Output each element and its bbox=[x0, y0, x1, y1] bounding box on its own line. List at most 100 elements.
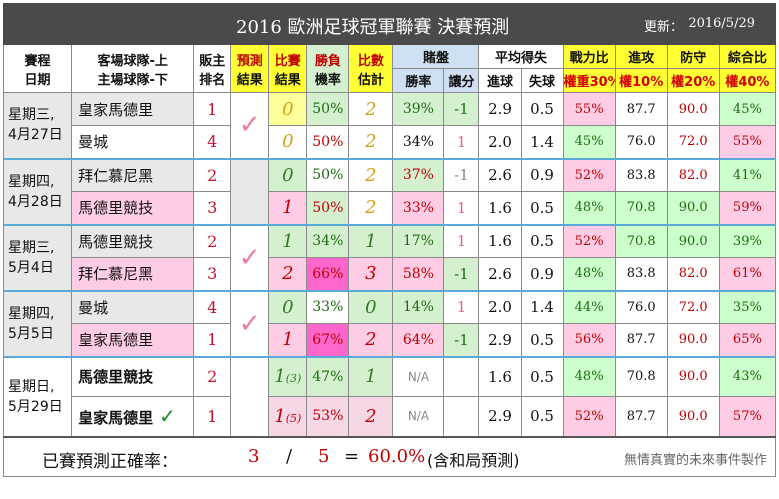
credit-text: 無情真實的未來事件製作 bbox=[623, 452, 767, 468]
score-value: 0 bbox=[282, 164, 294, 186]
attack-value: 83.8 bbox=[614, 257, 668, 291]
team-label: 皇家馬德里 bbox=[78, 331, 154, 350]
overall-ratio: 57% bbox=[718, 396, 777, 437]
score-estimate: 2 bbox=[348, 125, 394, 159]
score-value: 1 bbox=[274, 405, 286, 427]
bet-winrate: 34% bbox=[392, 125, 445, 159]
team-name: 馬德里競技 bbox=[71, 224, 195, 258]
defense-number: 90.0 bbox=[678, 332, 708, 348]
win-probability-value: 50% bbox=[312, 101, 344, 117]
avg-lost: 0.5 bbox=[520, 224, 564, 258]
overall-ratio-value: 43% bbox=[732, 369, 762, 385]
avg-lost: 0.5 bbox=[520, 323, 564, 357]
attack-value: 70.8 bbox=[614, 356, 668, 397]
match-score: 0 bbox=[268, 290, 308, 324]
avg-lost: 0.9 bbox=[520, 257, 564, 291]
score-estimate-value: 0 bbox=[365, 296, 377, 318]
bet-winrate-value: N/A bbox=[407, 369, 430, 384]
team-label: 曼城 bbox=[78, 298, 109, 317]
power-ratio-value: 55% bbox=[574, 101, 604, 117]
attack-value: 83.8 bbox=[614, 158, 668, 192]
power-ratio: 52% bbox=[562, 158, 616, 192]
accuracy-slash: / bbox=[286, 445, 293, 467]
defense-number: 90.0 bbox=[678, 369, 708, 385]
score-estimate-value: 2 bbox=[365, 197, 377, 219]
rank-value: 3 bbox=[193, 257, 232, 291]
table-row: 星期四, 4月28日 拜仁慕尼黑 2 0 50% 2 37% -1 2.6 0.9 52% 83.8 8… bbox=[2, 158, 777, 225]
defense-value: 90.0 bbox=[666, 92, 720, 126]
attack-value: 70.8 bbox=[614, 224, 668, 258]
score-estimate: 1 bbox=[348, 356, 394, 397]
header-betting: 賭盤 bbox=[392, 44, 480, 69]
defense-value: 90.0 bbox=[666, 396, 720, 437]
handicap-value: -1 bbox=[454, 100, 469, 118]
power-ratio: 45% bbox=[562, 125, 616, 159]
handicap: -1 bbox=[443, 323, 480, 357]
avg-goal: 2.6 bbox=[478, 158, 522, 192]
power-ratio-value: 45% bbox=[574, 134, 604, 150]
accuracy-equals: = bbox=[344, 445, 360, 467]
handicap bbox=[443, 356, 480, 397]
overall-ratio: 41% bbox=[718, 158, 777, 192]
power-ratio-value: 44% bbox=[574, 299, 604, 315]
bet-winrate-value: 17% bbox=[402, 233, 434, 250]
power-ratio-value: 52% bbox=[574, 167, 604, 183]
penalty-score: (5) bbox=[285, 411, 302, 425]
score-value: 0 bbox=[282, 296, 294, 318]
overall-ratio-value: 65% bbox=[732, 332, 762, 348]
table-row: 皇家馬德里 1 1 67% 2 64% -1 2.9 0.5 56% 87.7 90.0 65% bbox=[3, 323, 777, 357]
attack-number: 87.7 bbox=[626, 332, 656, 348]
header-attack: 進攻 bbox=[614, 44, 668, 69]
overall-ratio: 43% bbox=[718, 356, 777, 397]
handicap: -1 bbox=[443, 92, 480, 126]
table-row: 拜仁慕尼黑 3 2 66% 3 58% -1 2.6 0.9 48% 83.8 82.0 61% bbox=[3, 257, 777, 291]
table-row: 星期三, 4月27日 皇家馬德里 1 ✓ 0 50% 2 39% -1 2.9 0.5 55% 87.7… bbox=[2, 92, 777, 159]
avg-goal: 1.6 bbox=[478, 191, 522, 225]
power-ratio: 48% bbox=[562, 356, 616, 397]
rank-value: 4 bbox=[193, 290, 232, 324]
header-schedule: 賽程 日期 bbox=[2, 44, 73, 93]
penalty-score: (3) bbox=[285, 372, 302, 386]
handicap-value: 1 bbox=[456, 132, 467, 151]
avg-lost: 0.5 bbox=[520, 92, 564, 126]
header-defense: 防守 bbox=[666, 44, 720, 69]
rank-value: 3 bbox=[193, 191, 232, 225]
header-rank: 販主 排名 bbox=[193, 44, 232, 93]
accuracy-label: 已賽預測正確率： bbox=[42, 451, 178, 472]
bet-winrate-value: 33% bbox=[402, 199, 434, 216]
defense-value: 90.0 bbox=[666, 224, 720, 258]
power-ratio: 55% bbox=[562, 92, 616, 126]
win-probability: 53% bbox=[306, 396, 350, 437]
header-power-weight: 權重30% bbox=[562, 68, 616, 93]
handicap: 1 bbox=[443, 290, 480, 324]
match-date: 星期三, 5月4日 bbox=[2, 224, 73, 291]
bet-winrate-value: 37% bbox=[402, 167, 434, 184]
defense-number: 72.0 bbox=[678, 134, 708, 150]
overall-ratio: 61% bbox=[718, 257, 777, 291]
overall-ratio: 59% bbox=[718, 191, 777, 225]
handicap-value: -1 bbox=[454, 166, 469, 185]
avg-goal: 1.6 bbox=[478, 224, 522, 258]
bet-winrate-value: 14% bbox=[402, 299, 434, 316]
rank-value: 1 bbox=[193, 92, 232, 126]
power-ratio-value: 48% bbox=[574, 369, 604, 385]
attack-number: 70.8 bbox=[626, 233, 656, 249]
bet-winrate-value: 64% bbox=[402, 331, 434, 348]
handicap: 1 bbox=[443, 224, 480, 258]
avg-lost: 0.5 bbox=[520, 356, 564, 397]
attack-number: 83.8 bbox=[626, 167, 656, 183]
score-estimate-value: 2 bbox=[365, 329, 377, 351]
win-probability-value: 33% bbox=[312, 299, 344, 316]
score-value: 1 bbox=[274, 366, 286, 388]
update-label: 更新： bbox=[643, 20, 683, 35]
overall-ratio-value: 61% bbox=[732, 266, 762, 282]
team-label: 馬德里競技 bbox=[78, 199, 154, 218]
score-estimate: 1 bbox=[348, 224, 394, 258]
match-score: 2 bbox=[268, 257, 308, 291]
power-ratio: 48% bbox=[562, 191, 616, 225]
header-winrate: 勝負 機率 bbox=[306, 44, 350, 93]
overall-ratio: 55% bbox=[718, 125, 777, 159]
header-handicap: 讓分 bbox=[443, 68, 480, 93]
win-probability-value: 67% bbox=[312, 331, 344, 348]
bet-winrate-value: 58% bbox=[402, 265, 434, 282]
